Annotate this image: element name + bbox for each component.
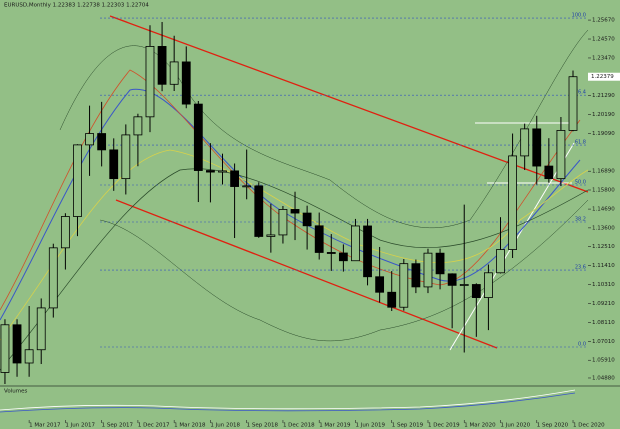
candle-body — [48, 247, 58, 309]
y-tick-label: 1.15800 — [592, 187, 615, 193]
x-tick-label: 1 Jun 2018 — [210, 423, 240, 429]
candle-body — [423, 252, 433, 288]
y-tick-label: 1.09210 — [592, 301, 615, 307]
candle-body — [85, 133, 94, 146]
candle-body — [290, 209, 300, 214]
x-tick-label: 1 Jun 2017 — [65, 423, 95, 429]
candle-body — [520, 128, 530, 157]
x-tick-label: 1 Dec 2018 — [283, 423, 315, 429]
y-tick-label: 1.19090 — [592, 131, 615, 137]
fib-label: 50.0 — [575, 179, 586, 185]
candle-body — [471, 284, 481, 298]
y-tick-label: 1.05910 — [592, 358, 615, 364]
y-tick-label: 1.12510 — [592, 244, 615, 250]
fib-label: 100.0 — [572, 13, 586, 19]
candle-body — [447, 273, 457, 286]
channel-line — [115, 199, 498, 349]
candle-body — [459, 284, 469, 286]
candle-body — [12, 324, 22, 364]
candle-body — [230, 170, 239, 187]
x-tick-label: 1 Sep 2019 — [392, 423, 424, 429]
y-tick-label: 1.13600 — [592, 225, 615, 231]
candle-body — [157, 46, 167, 85]
candle-body — [181, 61, 191, 105]
candle-body — [109, 149, 119, 180]
x-tick-label: 1 Mar 2020 — [464, 423, 496, 429]
candle-body — [387, 291, 397, 308]
volume-title: Volumes — [4, 389, 27, 395]
candle-body — [73, 144, 82, 217]
current-price-label: 1.22379 — [591, 74, 614, 80]
fib-label: 61.8 — [575, 140, 586, 146]
y-tick-label: 1.23470 — [592, 55, 615, 61]
x-tick-label: 1 Jun 2019 — [355, 423, 385, 429]
x-tick-label: 1 Jun 2020 — [500, 423, 530, 429]
candle-body — [544, 165, 554, 180]
candle-body — [326, 252, 336, 254]
candle-body — [145, 46, 155, 118]
candle-body — [242, 185, 252, 188]
x-tick-label: 1 Mar 2018 — [174, 423, 206, 429]
candle-body — [266, 234, 276, 237]
candle-body — [484, 272, 493, 298]
fib-label: 38.2 — [575, 217, 586, 223]
candle-body — [314, 225, 324, 253]
volume-line — [0, 389, 576, 411]
candle-body — [399, 263, 409, 308]
candle-body — [121, 134, 131, 180]
fib-label: 76.4 — [575, 90, 586, 96]
candle-body — [496, 249, 505, 274]
candle-body — [568, 76, 578, 131]
y-tick-label: 1.25670 — [592, 18, 615, 24]
candle-body — [278, 209, 288, 236]
candle-body — [169, 61, 179, 85]
candle-body — [206, 170, 215, 173]
candle-body — [97, 133, 107, 151]
fib-label: 23.6 — [575, 265, 586, 271]
x-tick-label: 1 Mar 2017 — [29, 423, 61, 429]
candle-body — [133, 116, 143, 136]
candle-body — [302, 212, 312, 227]
x-tick-label: 1 Sep 2017 — [102, 423, 134, 429]
candle-body — [36, 307, 46, 351]
x-tick-label: 1 Dec 2019 — [428, 423, 460, 429]
y-tick-label: 1.11410 — [592, 263, 615, 269]
candle-body — [508, 155, 517, 250]
candle-body — [411, 263, 421, 288]
y-tick-label: 1.04880 — [592, 375, 615, 381]
y-tick-label: 1.14690 — [592, 207, 615, 213]
volume-line — [0, 392, 576, 413]
y-tick-label: 1.21290 — [592, 93, 615, 99]
y-tick-label: 1.08110 — [592, 320, 615, 326]
candle-body — [24, 349, 34, 364]
candle-body — [0, 324, 10, 373]
candle-body — [218, 170, 227, 173]
candle-body — [338, 252, 348, 262]
candle-body — [556, 130, 566, 180]
candle-body — [193, 103, 203, 171]
candle-body — [435, 252, 445, 275]
x-tick-label: 1 Sep 2020 — [537, 423, 569, 429]
candle-body — [363, 225, 372, 278]
candle-body — [532, 128, 542, 167]
candle-body — [254, 185, 264, 237]
y-tick-label: 1.20190 — [592, 112, 615, 118]
y-tick-label: 1.24570 — [592, 37, 615, 43]
moving-average — [0, 168, 588, 371]
candle-body — [60, 216, 70, 249]
x-tick-label: 1 Mar 2019 — [319, 423, 351, 429]
x-tick-label: 1 Sep 2018 — [247, 423, 279, 429]
plot: 100.0 76.4 61.8 50.0 38.2 23.6 0.0 — [0, 13, 588, 384]
candle-body — [375, 276, 385, 293]
y-tick-label: 1.16890 — [592, 169, 615, 175]
x-tick-label: 1 Dec 2020 — [573, 423, 605, 429]
fib-label: 0.0 — [578, 341, 586, 347]
x-tick-label: 1 Dec 2017 — [138, 423, 170, 429]
y-tick-label: 1.07010 — [592, 339, 615, 345]
y-tick-label: 1.10310 — [592, 282, 615, 288]
candle-body — [351, 225, 360, 262]
current-price-box — [588, 72, 620, 81]
chart-title: EURUSD,Monthly 1.22383 1.22738 1.22303 1… — [4, 3, 149, 9]
